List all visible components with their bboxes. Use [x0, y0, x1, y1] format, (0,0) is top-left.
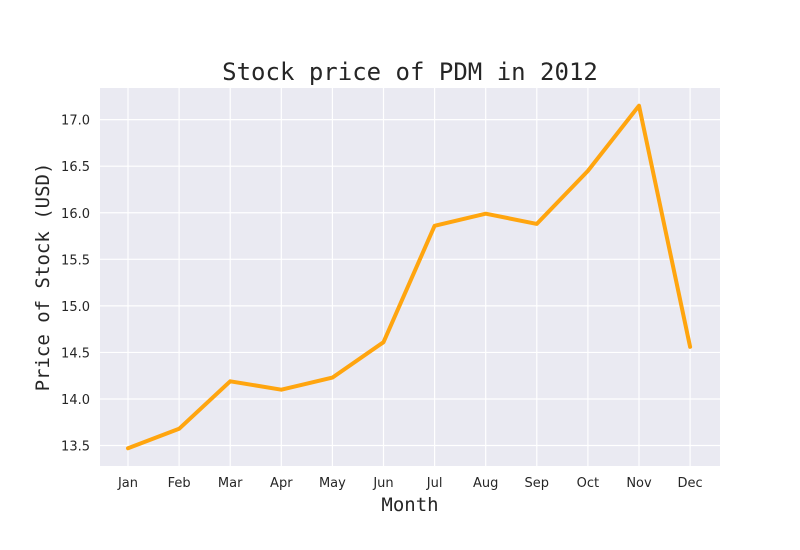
x-tick-label: Nov [626, 476, 652, 491]
x-axis-label: Month [381, 494, 438, 516]
y-tick-label: 14.5 [61, 346, 90, 361]
y-tick-label: 15.0 [61, 300, 90, 315]
y-tick-label: 16.0 [61, 207, 90, 222]
x-tick-label: Jun [372, 476, 393, 491]
y-tick-label: 15.5 [61, 253, 90, 268]
y-tick-label: 14.0 [61, 393, 90, 408]
x-tick-label: Aug [473, 476, 498, 491]
y-tick-label: 17.0 [61, 114, 90, 129]
y-axis-label: Price of Stock (USD) [32, 163, 54, 392]
x-tick-label: Apr [270, 476, 293, 491]
x-tick-label: Sep [525, 476, 550, 491]
x-tick-label: Mar [218, 476, 243, 491]
x-tick-label: Jan [117, 476, 138, 491]
x-tick-label: Jul [426, 476, 443, 491]
x-tick-label: Feb [168, 476, 191, 491]
grid-lines [100, 88, 720, 466]
price-series-line [126, 103, 693, 451]
y-tick-label: 16.5 [61, 160, 90, 175]
x-tick-label: Oct [577, 476, 599, 491]
x-tick-label: May [319, 476, 346, 491]
chart-title: Stock price of PDM in 2012 [222, 58, 598, 86]
y-tick-label: 13.5 [61, 440, 90, 455]
tick-labels: Jan Feb Mar Apr May Jun Jul Aug Sep Oct Nov Dec 13.5… [61, 114, 703, 491]
x-tick-label: Dec [678, 476, 703, 491]
